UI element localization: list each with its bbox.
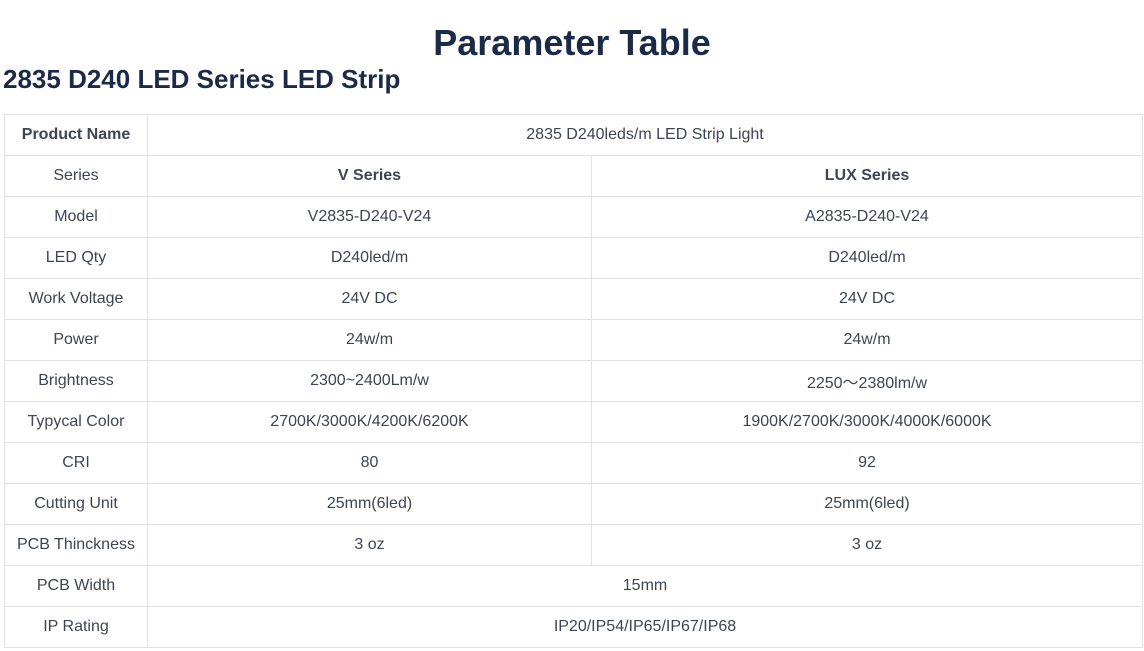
lux-series-value: D240led/m <box>591 237 1143 279</box>
v-series-value: 3 oz <box>147 524 592 566</box>
table-row-ip-rating: IP Rating IP20/IP54/IP65/IP67/IP68 <box>4 606 1143 648</box>
v-series-value: 24V DC <box>147 278 592 320</box>
table-row-product-name: Product Name 2835 D240leds/m LED Strip L… <box>4 114 1143 156</box>
v-series-header: V Series <box>147 155 592 197</box>
lux-series-value: 1900K/2700K/3000K/4000K/6000K <box>591 401 1143 443</box>
table-row: LED Qty D240led/m D240led/m <box>4 237 1143 279</box>
table-row: CRI 80 92 <box>4 442 1143 484</box>
table-row: Brightness 2300~2400Lm/w 2250～2380lm/w <box>4 360 1143 402</box>
row-label: PCB Thinckness <box>4 524 148 566</box>
lux-series-value: 92 <box>591 442 1143 484</box>
table-row: PCB Thinckness 3 oz 3 oz <box>4 524 1143 566</box>
row-label: Work Voltage <box>4 278 148 320</box>
v-series-value: V2835-D240-V24 <box>147 196 592 238</box>
v-series-value: 25mm(6led) <box>147 483 592 525</box>
lux-series-value: 2250～2380lm/w <box>591 360 1143 402</box>
parameter-table: Product Name 2835 D240leds/m LED Strip L… <box>4 114 1143 648</box>
table-row: Work Voltage 24V DC 24V DC <box>4 278 1143 320</box>
lux-series-value: 24V DC <box>591 278 1143 320</box>
row-label: LED Qty <box>4 237 148 279</box>
ip-rating-value: IP20/IP54/IP65/IP67/IP68 <box>147 606 1143 648</box>
row-label: Brightness <box>4 360 148 402</box>
lux-series-value: 24w/m <box>591 319 1143 361</box>
lux-series-value: 25mm(6led) <box>591 483 1143 525</box>
row-label: Cutting Unit <box>4 483 148 525</box>
row-label: Series <box>4 155 148 197</box>
table-row: Model V2835-D240-V24 A2835-D240-V24 <box>4 196 1143 238</box>
lux-series-value: 3 oz <box>591 524 1143 566</box>
lux-series-header: LUX Series <box>591 155 1143 197</box>
table-row-pcb-width: PCB Width 15mm <box>4 565 1143 607</box>
row-label: IP Rating <box>4 606 148 648</box>
row-label: Typycal Color <box>4 401 148 443</box>
product-heading: 2835 D240 LED Series LED Strip <box>3 64 401 94</box>
v-series-value: 80 <box>147 442 592 484</box>
row-label: Power <box>4 319 148 361</box>
row-label: PCB Width <box>4 565 148 607</box>
pcb-width-value: 15mm <box>147 565 1143 607</box>
row-label: CRI <box>4 442 148 484</box>
v-series-value: 2300~2400Lm/w <box>147 360 592 402</box>
row-label: Model <box>4 196 148 238</box>
row-label: Product Name <box>4 114 148 156</box>
table-row: Power 24w/m 24w/m <box>4 319 1143 361</box>
page-title: Parameter Table <box>433 22 711 63</box>
v-series-value: 2700K/3000K/4200K/6200K <box>147 401 592 443</box>
product-name-value: 2835 D240leds/m LED Strip Light <box>147 114 1143 156</box>
table-row: Cutting Unit 25mm(6led) 25mm(6led) <box>4 483 1143 525</box>
table-row: Typycal Color 2700K/3000K/4200K/6200K 1900… <box>4 401 1143 443</box>
v-series-value: 24w/m <box>147 319 592 361</box>
lux-series-value: A2835-D240-V24 <box>591 196 1143 238</box>
table-row-series: Series V Series LUX Series <box>4 155 1143 197</box>
v-series-value: D240led/m <box>147 237 592 279</box>
